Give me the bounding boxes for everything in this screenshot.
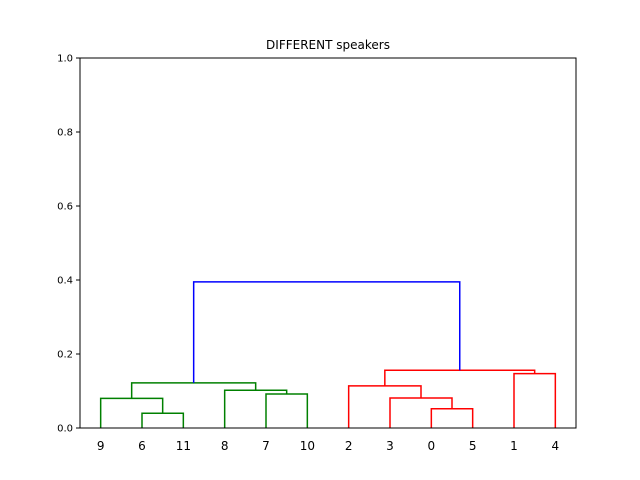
x-axis-ticks: 9 6 11 8 7 10 2 3 0 5 1 4 [97, 439, 559, 453]
y-tick-label-1: 0.2 [57, 350, 73, 361]
y-tick-label-4: 0.8 [57, 128, 73, 139]
dendrogram-link-8 [513, 372, 557, 428]
leaf-label-9: 5 [469, 439, 477, 453]
leaf-label-8: 0 [428, 439, 436, 453]
leaf-label-11: 4 [552, 439, 560, 453]
leaf-label-7: 3 [386, 439, 394, 453]
dendrogram-link-3 [223, 389, 288, 428]
leaf-label-3: 8 [221, 439, 229, 453]
dendrogram-link-5 [430, 408, 474, 428]
leaf-label-4: 7 [262, 439, 270, 453]
chart-title: DIFFERENT speakers [266, 38, 390, 52]
y-tick-label-0: 0.0 [57, 424, 73, 435]
dendrogram-link-7 [347, 385, 422, 428]
leaf-label-2: 11 [176, 439, 191, 453]
leaf-label-1: 6 [138, 439, 146, 453]
dendrogram-link-10 [192, 281, 461, 383]
dendrogram-links [99, 281, 557, 428]
y-axis-ticks: 0.0 0.2 0.4 0.6 0.8 1.0 [57, 54, 80, 435]
leaf-label-6: 2 [345, 439, 353, 453]
y-tick-label-5: 1.0 [57, 54, 73, 65]
leaf-label-5: 10 [300, 439, 315, 453]
dendrogram-link-2 [265, 393, 309, 428]
leaf-label-10: 1 [510, 439, 518, 453]
y-tick-label-2: 0.4 [57, 276, 73, 287]
dendrogram-link-0 [141, 412, 185, 428]
leaf-label-0: 9 [97, 439, 105, 453]
dendrogram-link-9 [384, 369, 536, 386]
dendrogram-link-6 [389, 397, 453, 428]
y-tick-label-3: 0.6 [57, 202, 73, 213]
plot-frame [79, 57, 577, 429]
